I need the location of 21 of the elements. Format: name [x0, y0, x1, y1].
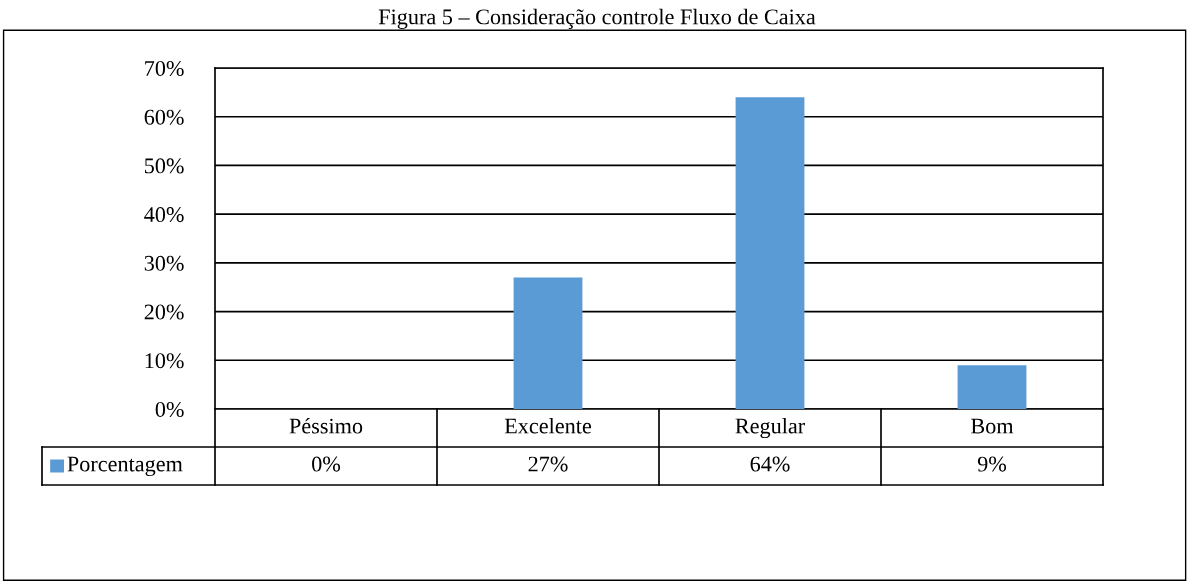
data-label: 0%	[312, 456, 341, 472]
legend-label: Porcentagem	[67, 456, 183, 477]
y-tick-label: 30%	[144, 255, 184, 271]
y-tick-label: 10%	[145, 353, 184, 369]
x-tick-label: Péssimo	[289, 417, 363, 434]
x-tick-label: Regular	[735, 417, 805, 439]
x-tick-label: Bom	[971, 418, 1014, 434]
y-tick-label: 50%	[145, 158, 184, 174]
chart-title: Figura 5 – Consideração controle Fluxo de Caixa	[378, 8, 816, 29]
y-tick-label: 40%	[144, 207, 184, 223]
data-label: 27%	[528, 456, 568, 472]
y-tick-label: 70%	[145, 60, 184, 76]
bar	[735, 97, 805, 409]
data-label: 64%	[750, 456, 790, 472]
y-tick-label: 0%	[155, 401, 184, 417]
bar	[513, 277, 583, 409]
y-tick-label: 60%	[144, 109, 184, 125]
data-label: 9%	[977, 456, 1007, 472]
x-tick-label: Excelente	[504, 417, 592, 434]
bar	[957, 365, 1027, 409]
y-tick-label: 20%	[144, 304, 184, 320]
